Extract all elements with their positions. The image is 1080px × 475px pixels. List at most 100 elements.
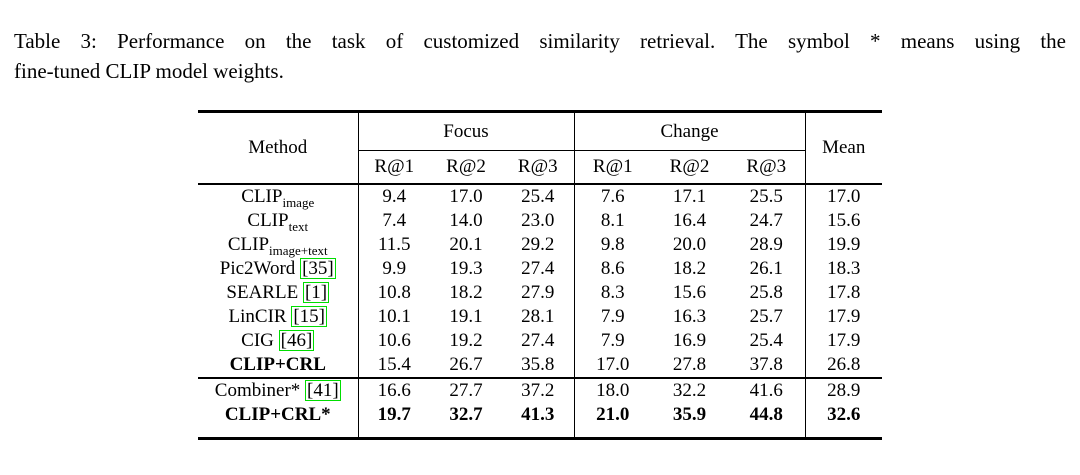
header-subcol-change-r1: R@1 [573, 150, 651, 185]
value-cell: 11.5 [357, 233, 430, 257]
value-cell: 7.9 [573, 329, 651, 353]
value-cell: 16.3 [672, 306, 707, 327]
value-cell: 15.6 [804, 209, 882, 233]
method-subscript: text [288, 218, 309, 234]
value-cell: 18.2 [449, 282, 483, 303]
value-cell: 26.1 [749, 258, 783, 279]
citation-link[interactable]: [15] [291, 306, 327, 327]
value-cell: 18.0 [573, 378, 651, 403]
value-cell: 23.0 [521, 210, 555, 231]
value-cell: 27.8 [651, 353, 728, 379]
value-cell: 10.1 [357, 305, 430, 329]
value-cell: 32.6 [804, 403, 882, 439]
header-subcol-change-r2: R@2 [651, 150, 728, 185]
citation-link[interactable]: [46] [278, 330, 315, 351]
caption-line-1: Table 3: Performance on the task of cust… [14, 29, 1066, 53]
value-cell: 20.1 [449, 234, 483, 255]
value-cell: 27.9 [521, 282, 555, 303]
value-cell: 27.7 [449, 380, 483, 401]
results-table: Method Focus Change Mean R@1 R@2 R@3 R@1… [198, 110, 882, 440]
citation-link[interactable]: [1] [302, 282, 330, 303]
header-mean: Mean [804, 111, 882, 185]
value-cell: 37.2 [521, 380, 555, 401]
value-cell: 10.8 [357, 281, 430, 305]
value-cell: 21.0 [573, 403, 651, 439]
caption-line-2: fine-tuned CLIP model weights. [14, 59, 284, 83]
value-cell: 7.9 [573, 305, 651, 329]
table-header: Method Focus Change Mean R@1 R@2 R@3 R@1… [198, 111, 882, 185]
value-cell: 41.6 [749, 380, 783, 401]
value-cell: 28.1 [521, 306, 555, 327]
value-cell: 24.7 [749, 210, 783, 231]
value-cell: 15.6 [672, 282, 707, 303]
header-subcol-focus-r1: R@1 [357, 150, 430, 185]
value-cell: 17.1 [672, 186, 707, 207]
method-cell: CIG [46] [241, 330, 315, 351]
value-cell: 27.4 [521, 258, 555, 279]
value-cell: 19.1 [449, 306, 483, 327]
value-cell: 20.0 [672, 234, 707, 255]
value-cell: 18.3 [804, 257, 882, 281]
table-container: Method Focus Change Mean R@1 R@2 R@3 R@1… [0, 110, 1080, 440]
value-cell: 25.4 [749, 330, 783, 351]
citation-link[interactable]: [35] [300, 258, 336, 279]
value-cell: 16.4 [672, 210, 707, 231]
method-cell: CLIPtext [247, 210, 309, 234]
value-cell: 10.6 [357, 329, 430, 353]
value-cell: 19.2 [449, 330, 483, 351]
table-row: CIG [46] 10.6 19.2 27.4 7.9 16.9 25.4 17.9 [198, 329, 882, 353]
table-row: CLIPtext 7.4 14.0 23.0 8.1 16.4 24.7 15.6 [198, 209, 882, 233]
value-cell: 32.7 [449, 404, 483, 425]
value-cell: 26.7 [430, 353, 502, 379]
value-cell: 28.9 [749, 234, 783, 255]
method-cell: CLIP+CRL [198, 353, 358, 379]
method-cell: CLIP+CRL* [224, 404, 331, 425]
method-cell: CLIPimage+text [227, 234, 328, 258]
value-cell: 25.8 [749, 282, 783, 303]
value-cell: 19.3 [449, 258, 483, 279]
value-cell: 44.8 [749, 404, 783, 425]
value-cell: 35.8 [502, 353, 574, 379]
table-row: CLIPimage 9.4 17.0 25.4 7.6 17.1 25.5 17.0 [198, 184, 882, 209]
value-cell: 25.4 [521, 186, 555, 207]
value-cell: 15.4 [357, 353, 430, 379]
header-group-row: Method Focus Change Mean [198, 111, 882, 185]
value-cell: 19.7 [357, 403, 430, 439]
value-cell: 26.8 [804, 353, 882, 379]
header-group-change: Change [573, 111, 805, 151]
value-cell: 25.5 [749, 186, 783, 207]
method-subscript: image+text [269, 242, 328, 258]
method-cell: Combiner* [41] [214, 380, 341, 401]
table-section-2: Combiner* [41] 16.6 27.7 37.2 18.0 32.2 41.6 28… [198, 378, 882, 439]
header-subcol-change-r3: R@3 [728, 150, 805, 185]
method-cell: Pic2Word [35] [219, 258, 336, 279]
method-cell: CLIPimage [241, 186, 315, 210]
value-cell: 17.9 [804, 305, 882, 329]
value-cell: 41.3 [521, 404, 555, 425]
value-cell: 25.7 [749, 306, 783, 327]
table-row: SEARLE [1] 10.8 18.2 27.9 8.3 15.6 25.8 17.8 [198, 281, 882, 305]
value-cell: 32.2 [672, 380, 707, 401]
table-row: CLIPimage+text 11.5 20.1 29.2 9.8 20.0 28.9 19.… [198, 233, 882, 257]
table-row: CLIP+CRL* 19.7 32.7 41.3 21.0 35.9 44.8 32.6 [198, 403, 882, 439]
value-cell: 17.9 [804, 329, 882, 353]
value-cell: 17.0 [573, 353, 651, 379]
value-cell: 18.2 [672, 258, 707, 279]
value-cell: 8.3 [573, 281, 651, 305]
method-cell: SEARLE [1] [226, 282, 330, 303]
citation-link[interactable]: [41] [305, 380, 341, 401]
value-cell: 17.0 [804, 184, 882, 209]
value-cell: 14.0 [449, 210, 483, 231]
value-cell: 19.9 [804, 233, 882, 257]
method-cell: LinCIR [15] [228, 306, 327, 327]
table-row: Pic2Word [35] 9.9 19.3 27.4 8.6 18.2 26.1 18.3 [198, 257, 882, 281]
value-cell: 17.0 [449, 186, 483, 207]
table-row: LinCIR [15] 10.1 19.1 28.1 7.9 16.3 25.7 17.9 [198, 305, 882, 329]
header-subcol-focus-r3: R@3 [502, 150, 574, 185]
value-cell: 35.9 [672, 404, 707, 425]
table-caption: Table 3: Performance on the task of cust… [14, 26, 1066, 86]
value-cell: 37.8 [728, 353, 805, 379]
header-method: Method [198, 111, 358, 185]
value-cell: 8.6 [573, 257, 651, 281]
value-cell: 16.9 [672, 330, 707, 351]
